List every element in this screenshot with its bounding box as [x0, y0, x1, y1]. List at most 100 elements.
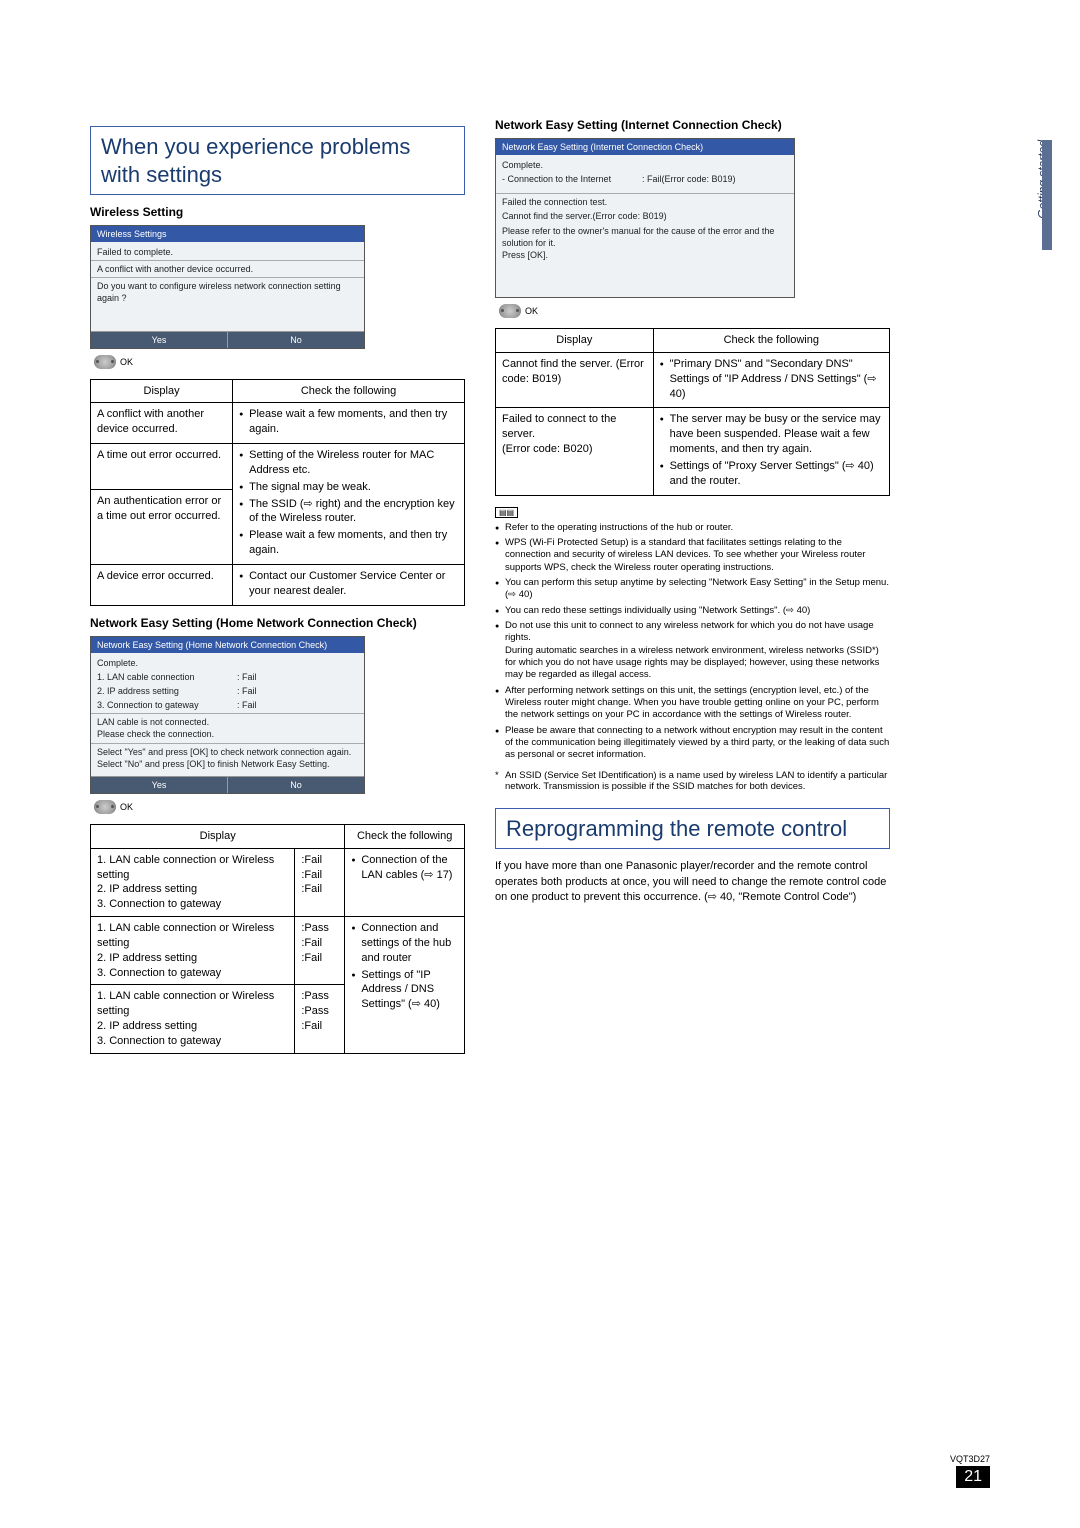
g0r1-val: :Fail: [301, 868, 338, 883]
home-dlg-row2-label: 3. Connection to gateway: [97, 699, 237, 711]
internet-row0-check0: "Primary DNS" and "Secondary DNS" Settin…: [660, 357, 883, 402]
g2r2-val: :Fail: [301, 1019, 338, 1034]
home-dlg-row1-label: 2. IP address setting: [97, 685, 237, 697]
ok-button-icon: [499, 304, 521, 318]
internet-row0-display: Cannot find the server. (Error code: B01…: [496, 352, 654, 408]
g0r0-val: :Fail: [301, 853, 338, 868]
ok-label-3: OK: [525, 306, 538, 316]
wireless-dialog-line1: Failed to complete.: [97, 246, 358, 258]
home-dlg-mid1: LAN cable is not connected. Please check…: [97, 716, 358, 740]
notebook-icon: ▤▤: [495, 507, 518, 518]
wireless-th-display: Display: [91, 379, 233, 403]
doc-code: VQT3D27: [950, 1454, 990, 1464]
wireless-row2-display: An authentication error or a time out er…: [91, 490, 233, 565]
ssid-footnote: An SSID (Service Set IDentification) is …: [495, 770, 890, 792]
note-5: After performing network settings on thi…: [495, 685, 890, 722]
internet-dlg-mid1: Failed the connection test.: [502, 196, 788, 208]
side-bar: [1042, 140, 1052, 250]
wireless-row3-check0: Contact our Customer Service Center or y…: [239, 569, 458, 599]
g0-check0: Connection of the LAN cables (⇨ 17): [351, 853, 458, 883]
wireless-row1-display: A time out error occurred.: [91, 444, 233, 490]
internet-th-display: Display: [496, 328, 654, 352]
wireless-row0-display: A conflict with another device occurred.: [91, 403, 233, 444]
problems-heading: When you experience problems with settin…: [101, 133, 454, 188]
wireless-row1-check0: Setting of the Wireless router for MAC A…: [239, 448, 458, 478]
home-th-display: Display: [91, 824, 345, 848]
note-1: WPS (Wi-Fi Protected Setup) is a standar…: [495, 537, 890, 574]
home-net-dialog-line1: Complete.: [97, 657, 358, 669]
ok-button-icon: [94, 355, 116, 369]
g1r0-label: 1. LAN cable connection or Wireless sett…: [97, 921, 288, 951]
wireless-setting-heading: Wireless Setting: [90, 205, 465, 219]
g2r1-val: :Pass: [301, 1004, 338, 1019]
note-6: Please be aware that connecting to a net…: [495, 725, 890, 762]
notes-list: Refer to the operating instructions of t…: [495, 522, 890, 762]
internet-row1-display: Failed to connect to the server. (Error …: [496, 408, 654, 495]
home-dlg-row2-val: : Fail: [237, 699, 257, 711]
wireless-dialog-line2: A conflict with another device occurred.: [97, 263, 358, 275]
home-net-dialog-title: Network Easy Setting (Home Network Conne…: [91, 637, 364, 653]
wireless-row2-check0: The signal may be weak.: [239, 480, 458, 495]
wireless-dialog-yes[interactable]: Yes: [91, 332, 227, 348]
wireless-dialog: Wireless Settings Failed to complete. A …: [90, 225, 365, 349]
internet-dialog: Network Easy Setting (Internet Connectio…: [495, 138, 795, 298]
home-dlg-no[interactable]: No: [227, 777, 364, 793]
wireless-row3-display: A device error occurred.: [91, 565, 233, 606]
g1r2-val: :Fail: [301, 951, 338, 966]
g0r1-label: 2. IP address setting: [97, 882, 288, 897]
internet-dialog-title: Network Easy Setting (Internet Connectio…: [496, 139, 794, 155]
internet-dlg-row-val: : Fail(Error code: B019): [642, 173, 736, 185]
internet-dlg-mid3: Please refer to the owner's manual for t…: [502, 225, 788, 261]
note-2: You can perform this setup anytime by se…: [495, 577, 890, 602]
internet-row1-check1: Settings of "Proxy Server Settings" (⇨ 4…: [660, 459, 883, 489]
internet-table: Display Check the following Cannot find …: [495, 328, 890, 496]
g1r2-label: 3. Connection to gateway: [97, 966, 288, 981]
wireless-th-check: Check the following: [233, 379, 465, 403]
internet-dlg-row-label: - Connection to the Internet: [502, 173, 642, 185]
home-net-dialog: Network Easy Setting (Home Network Conne…: [90, 636, 365, 794]
wireless-table: Display Check the following A conflict w…: [90, 379, 465, 606]
internet-th-check: Check the following: [653, 328, 889, 352]
note-3: You can redo these settings individually…: [495, 605, 890, 617]
reprogram-heading: Reprogramming the remote control: [506, 815, 879, 843]
ok-button-icon: [94, 800, 116, 814]
home-dlg-mid2: Select "Yes" and press [OK] to check net…: [97, 746, 358, 770]
page-footer: VQT3D27 21: [950, 1454, 990, 1488]
internet-dlg-mid2: Cannot find the server.(Error code: B019…: [502, 210, 788, 222]
wireless-dialog-no[interactable]: No: [227, 332, 364, 348]
wireless-row2-check2: Please wait a few moments, and then try …: [239, 528, 458, 558]
g1-check0: Connection and settings of the hub and r…: [351, 921, 458, 966]
g1r0-val: :Pass: [301, 921, 338, 936]
wireless-row0-check0: Please wait a few moments, and then try …: [239, 407, 458, 437]
home-dlg-row1-val: : Fail: [237, 685, 257, 697]
internet-row1-check0: The server may be busy or the service ma…: [660, 412, 883, 457]
g2r2-label: 3. Connection to gateway: [97, 1034, 288, 1049]
wireless-dialog-line3: Do you want to configure wireless networ…: [97, 280, 358, 304]
page-number: 21: [956, 1466, 990, 1488]
home-dlg-yes[interactable]: Yes: [91, 777, 227, 793]
g1r1-label: 2. IP address setting: [97, 951, 288, 966]
home-th-check: Check the following: [345, 824, 465, 848]
home-net-table: Display Check the following 1. LAN cable…: [90, 824, 465, 1054]
ok-label: OK: [120, 357, 133, 367]
wireless-dialog-title: Wireless Settings: [91, 226, 364, 242]
home-net-heading: Network Easy Setting (Home Network Conne…: [90, 616, 465, 630]
g0r2-label: 3. Connection to gateway: [97, 897, 288, 912]
ok-label-2: OK: [120, 802, 133, 812]
g1r1-val: :Fail: [301, 936, 338, 951]
g2r1-label: 2. IP address setting: [97, 1019, 288, 1034]
reprogram-body: If you have more than one Panasonic play…: [495, 859, 890, 905]
wireless-row2-check1: The SSID (⇨ right) and the encryption ke…: [239, 497, 458, 527]
home-dlg-row0-label: 1. LAN cable connection: [97, 671, 237, 683]
internet-dlg-line1: Complete.: [502, 159, 788, 171]
problems-heading-box: When you experience problems with settin…: [90, 126, 465, 195]
note-0: Refer to the operating instructions of t…: [495, 522, 890, 534]
g0r2-val: :Fail: [301, 882, 338, 897]
internet-check-heading: Network Easy Setting (Internet Connectio…: [495, 118, 890, 132]
g1-check1: Settings of "IP Address / DNS Settings" …: [351, 968, 458, 1013]
home-dlg-row0-val: : Fail: [237, 671, 257, 683]
g2r0-label: 1. LAN cable connection or Wireless sett…: [97, 989, 288, 1019]
g2r0-val: :Pass: [301, 989, 338, 1004]
reprogram-heading-box: Reprogramming the remote control: [495, 808, 890, 850]
g0r0-label: 1. LAN cable connection or Wireless sett…: [97, 853, 288, 883]
